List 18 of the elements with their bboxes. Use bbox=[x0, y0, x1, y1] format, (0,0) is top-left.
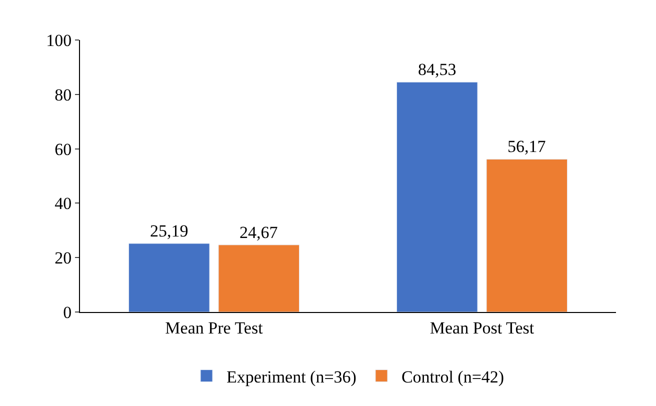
y-tick-label: 100 bbox=[46, 30, 72, 50]
bar bbox=[128, 243, 210, 312]
data-label: 84,53 bbox=[418, 60, 456, 80]
legend-label: Control (n=42) bbox=[401, 367, 504, 386]
x-tick-label: Mean Post Test bbox=[430, 318, 534, 338]
y-tick-label: 80 bbox=[54, 85, 72, 104]
x-tick-label: Mean Pre Test bbox=[165, 318, 264, 338]
data-label: 56,17 bbox=[508, 137, 546, 156]
data-label: 25,19 bbox=[150, 221, 188, 240]
y-tick-label: 60 bbox=[54, 140, 72, 159]
y-tick-label: 40 bbox=[54, 194, 72, 214]
bar bbox=[396, 82, 478, 312]
data-label: 24,67 bbox=[240, 222, 278, 242]
bar bbox=[486, 158, 568, 312]
bar bbox=[218, 244, 300, 312]
legend-label: Experiment (n=36) bbox=[226, 367, 356, 386]
y-tick-label: 20 bbox=[54, 248, 72, 268]
y-tick-label: 0 bbox=[63, 302, 72, 322]
